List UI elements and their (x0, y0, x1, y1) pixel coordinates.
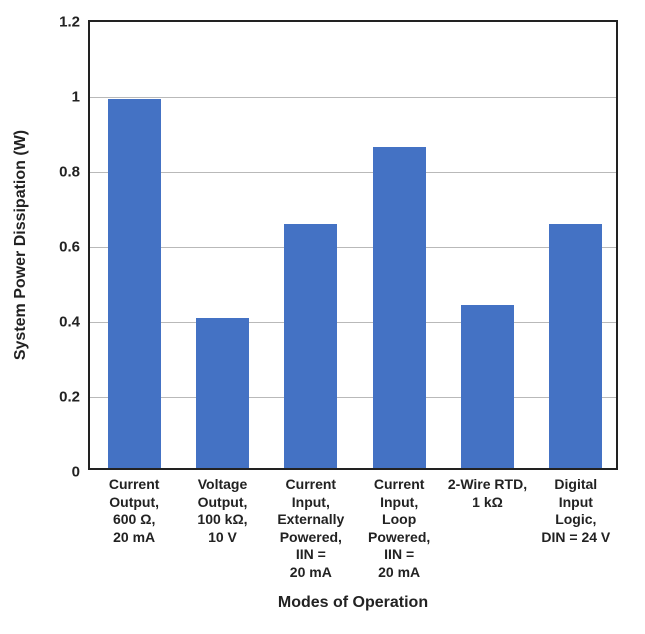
gridline (90, 247, 616, 248)
bar (196, 318, 249, 468)
x-tick-label: Voltage Output, 100 kΩ, 10 V (178, 468, 266, 546)
x-tick-label: Current Input, Externally Powered, IIN =… (267, 468, 355, 581)
y-axis-title: System Power Dissipation (W) (12, 130, 30, 360)
gridline (90, 397, 616, 398)
bar (373, 147, 426, 468)
gridline (90, 322, 616, 323)
bar (461, 305, 514, 468)
bar (108, 99, 161, 468)
gridline (90, 97, 616, 98)
x-axis-title: Modes of Operation (88, 594, 618, 612)
x-tick-label: Current Output, 600 Ω, 20 mA (90, 468, 178, 546)
x-tick-label: Digital Input Logic, DIN = 24 V (532, 468, 620, 546)
y-tick-label: 1.2 (59, 14, 90, 31)
y-tick-label: 0.2 (59, 389, 90, 406)
bar (284, 224, 337, 468)
y-tick-label: 0.4 (59, 314, 90, 331)
plot-area: 00.20.40.60.811.2Current Output, 600 Ω, … (88, 20, 618, 470)
x-tick-label: 2-Wire RTD, 1 kΩ (443, 468, 531, 511)
y-tick-label: 0.6 (59, 239, 90, 256)
y-tick-label: 0.8 (59, 164, 90, 181)
bar (549, 224, 602, 468)
y-tick-label: 0 (72, 464, 90, 481)
x-tick-label: Current Input, Loop Powered, IIN = 20 mA (355, 468, 443, 581)
y-tick-label: 1 (72, 89, 90, 106)
gridline (90, 172, 616, 173)
power-dissipation-chart: 0 0.2 0.4 0.6 0.8 1 1.2 Current Output, 600 Ω, … (0, 0, 645, 634)
